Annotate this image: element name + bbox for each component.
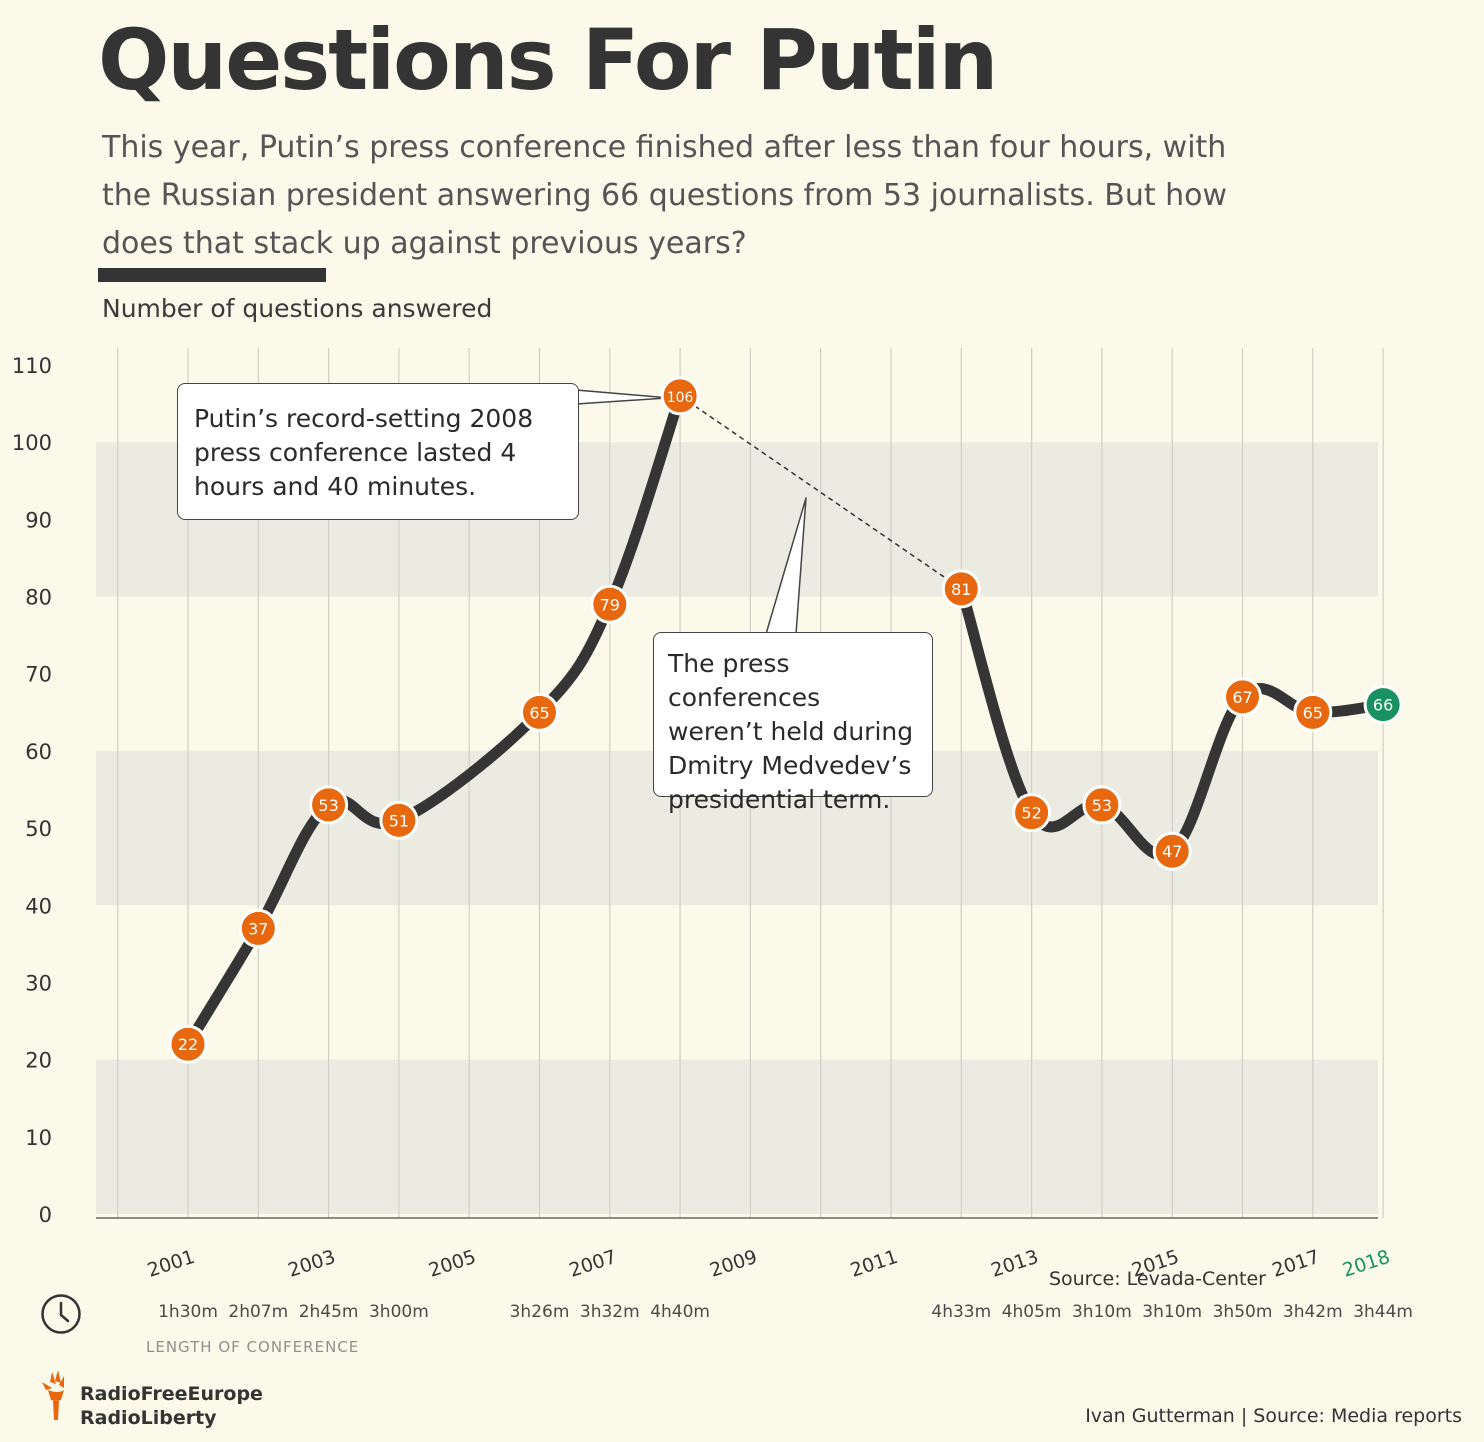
y-tick-90: 90 <box>25 508 52 532</box>
marker-2017 <box>1293 692 1333 732</box>
value-label-2001: 22 <box>178 1035 198 1054</box>
value-label-2015: 47 <box>1162 842 1182 861</box>
credit-line: Ivan Gutterman | Source: Media reports <box>1085 1405 1462 1427</box>
conference-durations: 1h30m 2h07m 2h45m 3h00m 3h26m 3h32m 4h40m 4h33m… <box>0 1302 1484 1328</box>
x-tick-2017: 2017 <box>1270 1246 1323 1282</box>
record-pointer-shape <box>575 389 669 405</box>
value-label-2003: 53 <box>318 796 338 815</box>
marker-2016 <box>1223 677 1262 717</box>
value-label-2008: 106 <box>667 390 694 406</box>
marker-2008 <box>660 376 700 416</box>
y-axis-ticks: 0 10 20 30 40 50 60 70 80 90 100 110 <box>12 354 52 1227</box>
record-callout: Putin’s record-setting 2008 press confer… <box>177 383 579 520</box>
rferl-logo-text: RadioFreeEurope RadioLiberty <box>80 1382 263 1430</box>
y-tick-70: 70 <box>25 663 52 687</box>
y-tick-50: 50 <box>25 817 52 841</box>
duration-2012: 4h33m <box>931 1302 992 1322</box>
decorative-underline <box>98 268 326 282</box>
value-label-2012: 81 <box>951 580 971 599</box>
duration-2017: 3h42m <box>1282 1302 1343 1322</box>
value-label-2018: 66 <box>1373 696 1393 715</box>
x-tick-2003: 2003 <box>285 1246 338 1282</box>
source-levada: Source: Levada-Center <box>1048 1268 1266 1290</box>
y-tick-110: 110 <box>12 354 52 378</box>
value-label-2017: 65 <box>1303 703 1323 722</box>
duration-2007: 3h32m <box>579 1302 640 1322</box>
logo-line-1: RadioFreeEurope <box>80 1383 263 1405</box>
duration-2008: 4h40m <box>650 1302 710 1322</box>
y-tick-40: 40 <box>25 894 52 918</box>
marker-2014 <box>1082 785 1122 825</box>
logo-line-2: RadioLiberty <box>80 1407 217 1429</box>
marker-2007 <box>590 584 630 624</box>
x-tick-2005: 2005 <box>426 1246 479 1282</box>
marker-2003 <box>309 785 349 825</box>
y-tick-30: 30 <box>25 971 52 995</box>
marker-2004 <box>379 800 419 840</box>
duration-2016: 3h50m <box>1212 1302 1273 1322</box>
x-tick-2009: 2009 <box>707 1246 760 1282</box>
band-0-20 <box>96 1059 1378 1214</box>
duration-2001: 1h30m <box>158 1302 218 1322</box>
duration-2006: 3h26m <box>509 1302 570 1322</box>
y-tick-20: 20 <box>25 1049 52 1073</box>
marker-2012 <box>941 569 981 609</box>
marker-2015 <box>1152 831 1192 871</box>
value-label-2007: 79 <box>600 595 620 614</box>
value-label-2013: 52 <box>1021 804 1041 823</box>
x-tick-2018: 2018 <box>1340 1246 1393 1282</box>
value-label-2014: 53 <box>1092 796 1112 815</box>
record-callout-text: Putin’s record-setting 2008 press confer… <box>194 404 534 501</box>
x-tick-2001: 2001 <box>145 1246 198 1282</box>
value-label-2004: 51 <box>389 811 409 830</box>
value-label-2016: 67 <box>1232 688 1252 707</box>
y-tick-10: 10 <box>25 1126 52 1150</box>
x-tick-2013: 2013 <box>988 1246 1041 1282</box>
chart-subtitle: This year, Putin’s press conference fini… <box>102 130 1228 261</box>
y-axis-title: Number of questions answered <box>102 294 493 323</box>
duration-2002: 2h07m <box>228 1302 289 1322</box>
duration-2013: 4h05m <box>1001 1302 1062 1322</box>
marker-2018 <box>1363 685 1403 725</box>
marker-2013 <box>1012 793 1052 833</box>
value-label-2006: 65 <box>529 703 549 722</box>
chart-title: Questions For Putin <box>98 11 998 109</box>
duration-2018: 3h44m <box>1353 1302 1413 1322</box>
data-markers: 22 37 53 51 65 79 106 81 52 53 47 67 65 66 <box>168 376 1403 1064</box>
value-label-2002: 37 <box>248 919 268 938</box>
rferl-logo-icon <box>42 1370 64 1420</box>
duration-row-label: LENGTH OF CONFERENCE <box>146 1338 360 1356</box>
marker-2001 <box>168 1024 208 1064</box>
callout-pointer-record <box>575 389 669 405</box>
duration-2015: 3h10m <box>1142 1302 1203 1322</box>
x-tick-2007: 2007 <box>567 1246 620 1282</box>
duration-2004: 3h00m <box>368 1302 429 1322</box>
y-tick-0: 0 <box>39 1203 52 1227</box>
gap-callout: The press conferences weren’t held durin… <box>653 632 933 814</box>
clock-icon <box>41 1294 81 1334</box>
gap-dashed-line <box>679 395 962 590</box>
x-tick-2011: 2011 <box>848 1246 901 1282</box>
y-tick-80: 80 <box>25 586 52 610</box>
marker-2006 <box>520 692 559 732</box>
marker-2002 <box>238 908 278 948</box>
y-tick-100: 100 <box>12 431 52 455</box>
gap-connector <box>679 395 962 590</box>
duration-2014: 3h10m <box>1071 1302 1132 1322</box>
duration-2003: 2h45m <box>298 1302 359 1322</box>
y-tick-60: 60 <box>25 740 52 764</box>
gap-callout-text: The press conferences weren’t held durin… <box>668 649 914 814</box>
